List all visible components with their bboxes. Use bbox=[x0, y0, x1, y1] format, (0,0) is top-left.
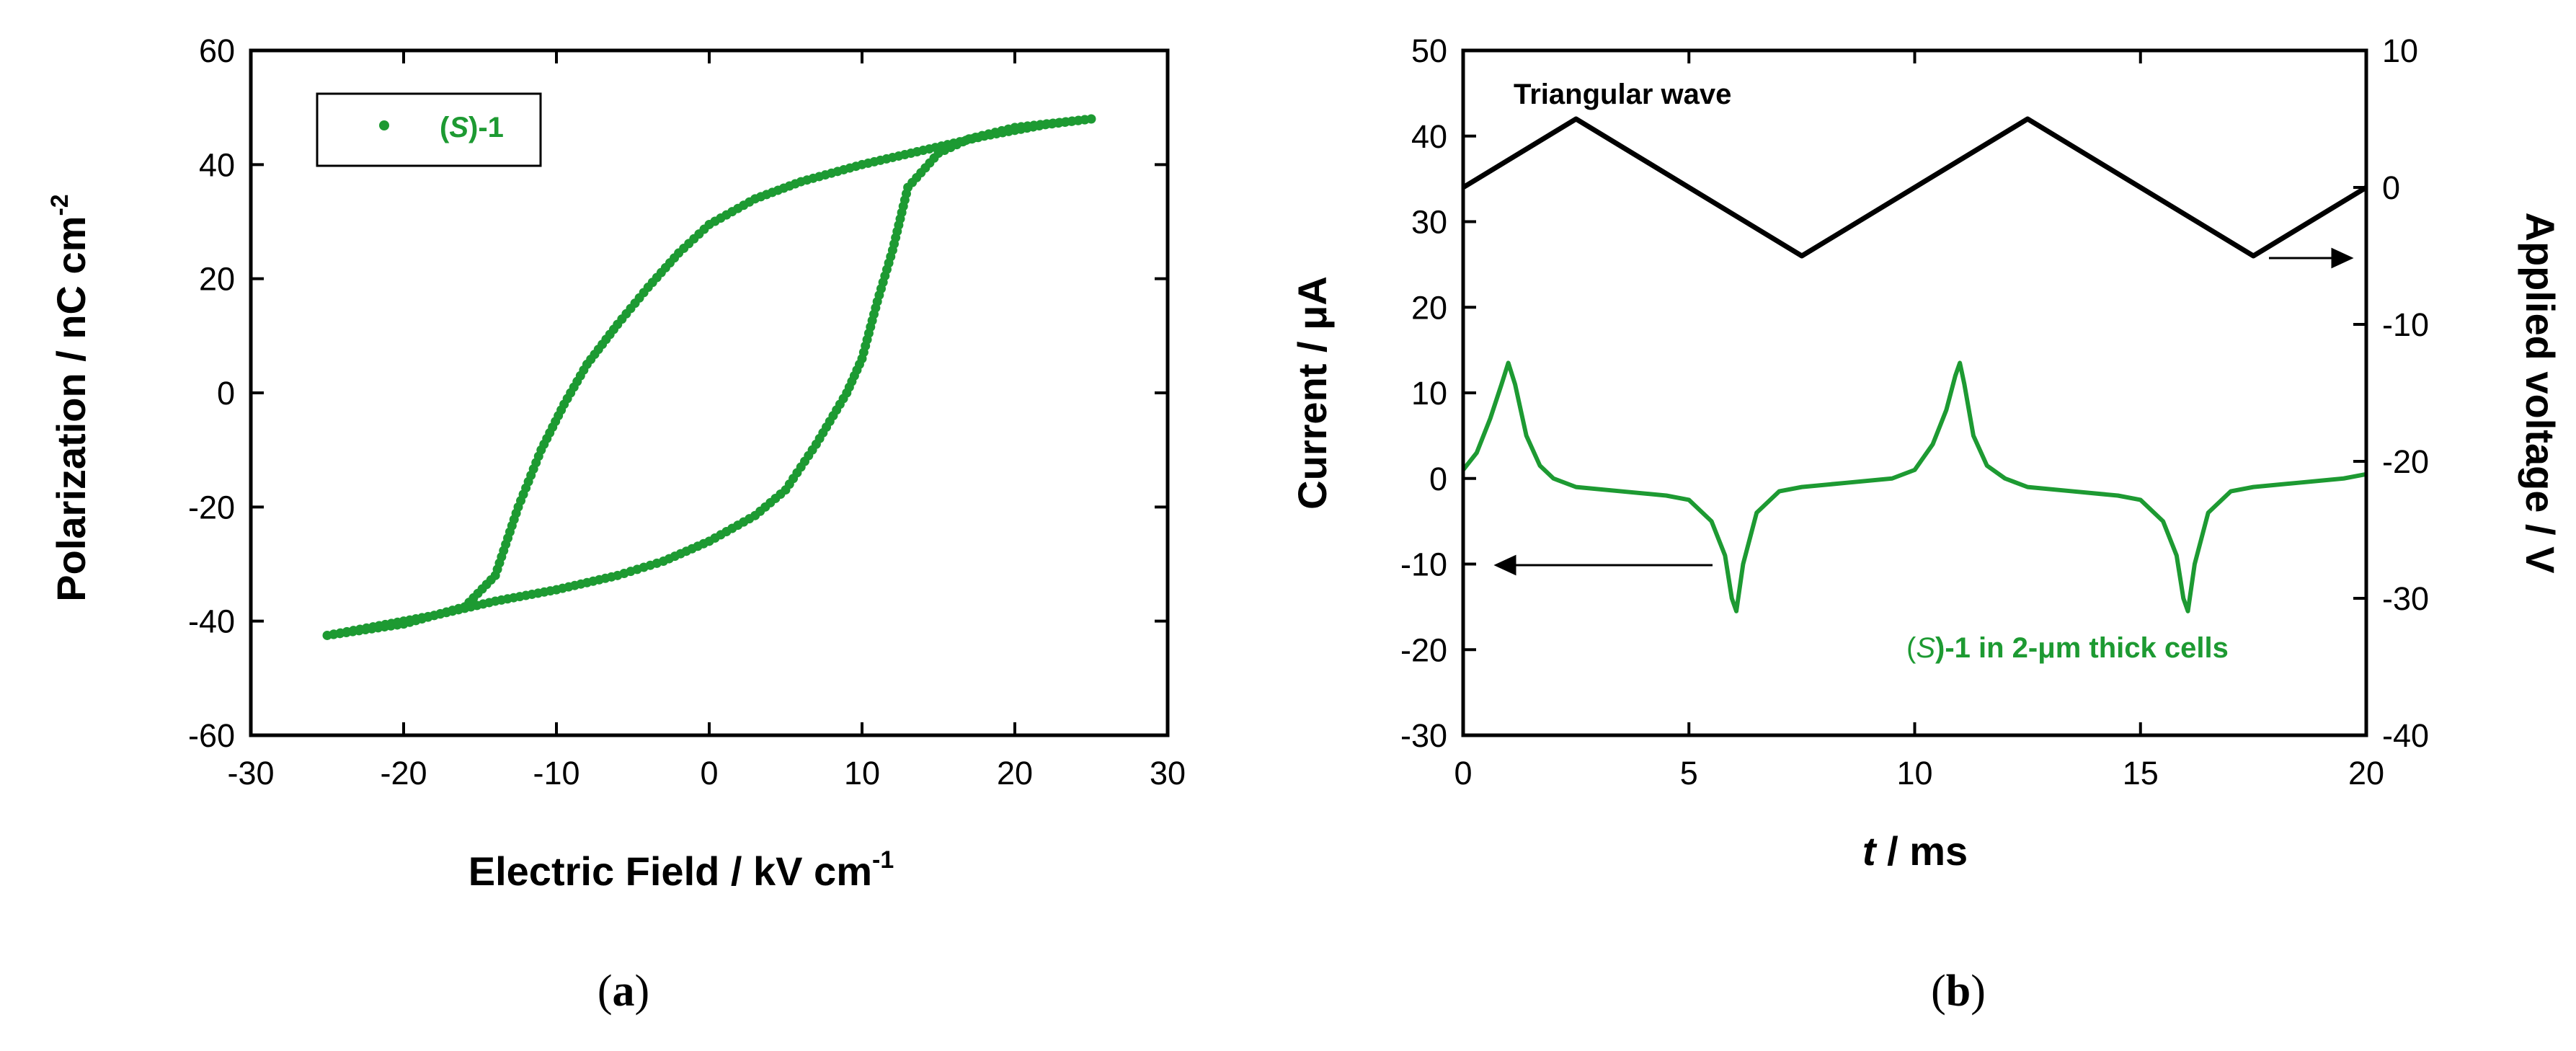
legend-open: ( bbox=[440, 112, 450, 143]
panel-b-y-tick-label: 30 bbox=[1411, 204, 1447, 241]
hysteresis-branch bbox=[327, 119, 1091, 635]
panel-a-y-tick-label: 0 bbox=[217, 375, 235, 412]
panel-a-x-tick-label: 10 bbox=[844, 755, 880, 791]
panel-b-x-tick-label: 20 bbox=[2348, 755, 2384, 791]
panel-a-y-tick-label: 60 bbox=[199, 32, 235, 69]
figure: -30 -20 -10 0 10 20 30-60-40-200204060 (S)-1 E… bbox=[0, 0, 2576, 1051]
panel-a-y-tick-label: -60 bbox=[188, 717, 235, 754]
panel-b-current-chart: 0 5 10 15 20 -30 -20 -10 0 10 20 30 40 50 -40 -30 -20 -10… bbox=[1289, 32, 2563, 1016]
panel-b-caption-letter: b bbox=[1946, 967, 1971, 1016]
panel-a-legend: (S)-1 bbox=[317, 94, 541, 166]
data-point bbox=[329, 629, 339, 639]
panel-b-x-tick-label: 10 bbox=[1896, 755, 1932, 791]
panel-b-y2-tick-label: 0 bbox=[2382, 169, 2400, 206]
panel-a-x-tick-label: 30 bbox=[1150, 755, 1186, 791]
panel-b-y-tick-label: 20 bbox=[1411, 289, 1447, 326]
panel-b-y-tick-label: 40 bbox=[1411, 118, 1447, 155]
panel-b-caption-close: ) bbox=[1971, 967, 1986, 1016]
left-axis-arrow bbox=[1496, 556, 1713, 574]
panel-b-y-tick-label: -20 bbox=[1400, 631, 1447, 668]
panel-a-x-axis-label-sup: -1 bbox=[872, 846, 894, 874]
legend-marker bbox=[379, 120, 389, 130]
panel-b-x-tick-label: 0 bbox=[1454, 755, 1472, 791]
panel-a-y-tick-label: -40 bbox=[188, 603, 235, 640]
panel-b-caption: (b) bbox=[1931, 967, 1986, 1016]
panel-a-caption-close: ) bbox=[635, 967, 650, 1016]
cell-annotation-italic: S bbox=[1916, 632, 1935, 664]
legend-italic: S bbox=[449, 112, 468, 143]
panel-b-caption-open: ( bbox=[1931, 967, 1946, 1016]
right-axis-arrow bbox=[2269, 249, 2351, 267]
panel-b-y2-tick-label: -30 bbox=[2382, 580, 2429, 617]
panel-a-data-points bbox=[323, 115, 1096, 640]
current-trace-line bbox=[1463, 363, 2366, 611]
panel-a-x-tick-label: -10 bbox=[533, 755, 579, 791]
panel-b-y2-tick-label: -40 bbox=[2382, 717, 2429, 754]
panel-a-caption-letter: a bbox=[613, 967, 635, 1016]
panel-a-caption: (a) bbox=[598, 967, 649, 1016]
panel-a-x-tick-label: 20 bbox=[997, 755, 1033, 791]
panel-a-y-axis-label: Polarization / nC cm-2 bbox=[46, 194, 94, 601]
panel-b-ticks: 0 5 10 15 20 -30 -20 -10 0 10 20 30 40 50 -40 -30 -20 -10… bbox=[1400, 32, 2429, 791]
wave-annotation: Triangular wave bbox=[1514, 79, 1731, 110]
panel-b-y2-tick-label: -10 bbox=[2382, 306, 2429, 343]
panel-b-x-tick-label: 15 bbox=[2123, 755, 2159, 791]
panel-a-caption-open: ( bbox=[598, 967, 613, 1016]
panel-a-x-tick-label: -20 bbox=[380, 755, 427, 791]
legend-label: (S)-1 bbox=[440, 112, 504, 143]
panel-b-x-axis-label-text: / ms bbox=[1876, 828, 1968, 874]
panel-b-y2-tick-label: -20 bbox=[2382, 443, 2429, 480]
panel-a-y-tick-label: 20 bbox=[199, 261, 235, 298]
panel-b-y-tick-label: 10 bbox=[1411, 375, 1447, 412]
panel-b-y-tick-label: 0 bbox=[1429, 461, 1447, 497]
panel-a-x-axis-label: Electric Field / kV cm-1 bbox=[468, 846, 894, 894]
cell-annotation: (S)-1 in 2-μm thick cells bbox=[1906, 632, 2229, 664]
panel-b-y-axis-label: Current / μA bbox=[1289, 276, 1335, 510]
panel-a-x-axis-label-text: Electric Field / kV cm bbox=[468, 848, 872, 894]
panel-b-y-tick-label: 50 bbox=[1411, 32, 1447, 69]
panel-a-y-tick-label: -20 bbox=[188, 489, 235, 526]
panel-a-y-axis-label-text: Polarization / nC cm bbox=[48, 216, 94, 602]
panel-b-y2-axis-label: Applied voltage / V bbox=[2518, 213, 2563, 574]
panel-a-y-axis-label-sup: -2 bbox=[46, 194, 74, 216]
cell-annotation-open: ( bbox=[1906, 632, 1917, 664]
panel-b-series bbox=[1463, 119, 2366, 611]
panel-b-x-axis-label: t / ms bbox=[1862, 828, 1968, 874]
triangular-wave-line bbox=[1463, 119, 2366, 256]
panel-a-x-tick-label: -30 bbox=[227, 755, 274, 791]
hysteresis-branch bbox=[327, 119, 1091, 635]
panel-b-y-tick-label: -30 bbox=[1400, 717, 1447, 754]
legend-box bbox=[317, 94, 541, 166]
legend-bold: 1 bbox=[488, 112, 504, 143]
panel-b-y2-tick-label: 10 bbox=[2382, 32, 2418, 69]
panel-b-x-tick-label: 5 bbox=[1680, 755, 1698, 791]
legend-close: )- bbox=[468, 112, 488, 143]
cell-annotation-rest: )-1 in 2-μm thick cells bbox=[1935, 632, 2229, 664]
panel-b-y-tick-label: -10 bbox=[1400, 546, 1447, 583]
panel-a-y-tick-label: 40 bbox=[199, 146, 235, 183]
panel-a-x-tick-label: 0 bbox=[700, 755, 718, 791]
